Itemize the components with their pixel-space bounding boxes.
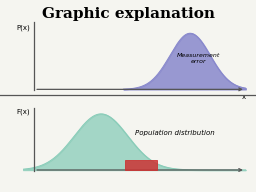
Text: x: x	[241, 94, 246, 100]
Text: Measurement
error: Measurement error	[177, 53, 221, 64]
Bar	[125, 160, 157, 170]
Text: Graphic explanation: Graphic explanation	[41, 7, 215, 21]
Text: F(x): F(x)	[16, 108, 30, 115]
Text: Population distribution: Population distribution	[135, 130, 214, 136]
Text: P(x): P(x)	[16, 25, 30, 31]
